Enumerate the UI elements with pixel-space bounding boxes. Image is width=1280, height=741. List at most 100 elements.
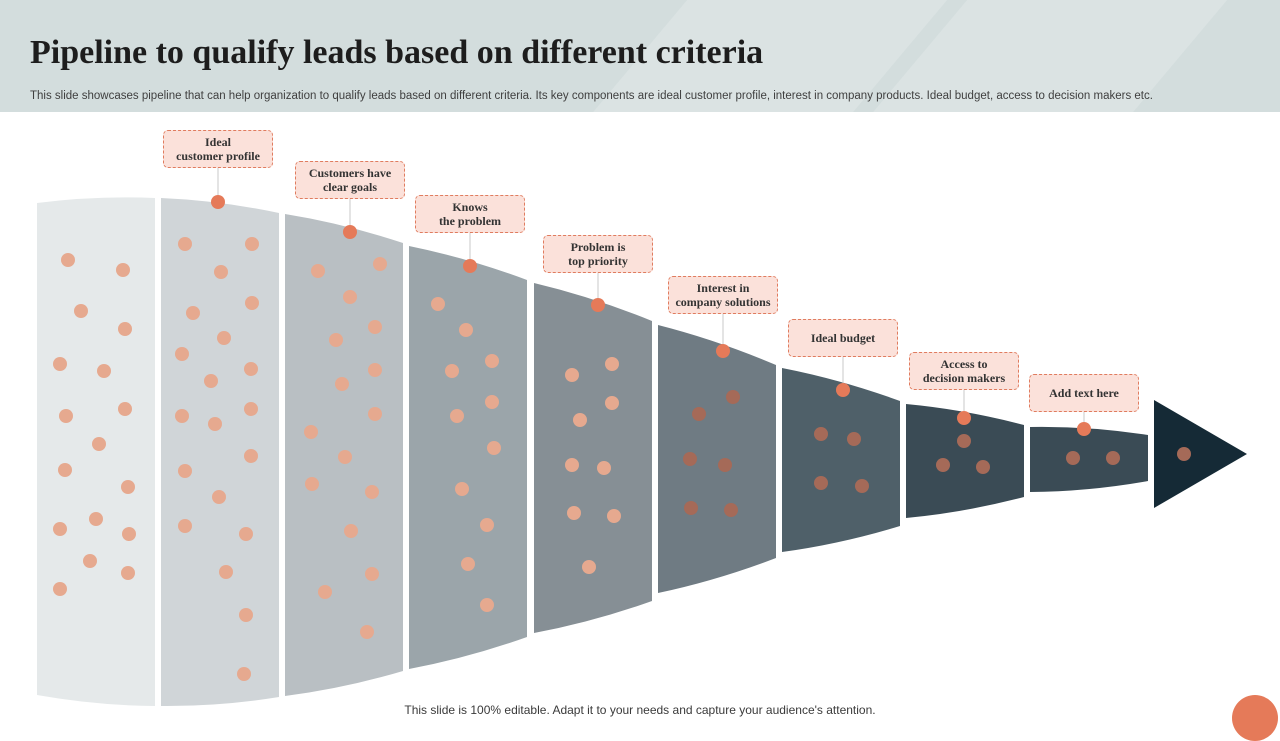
lead-dot (59, 409, 73, 423)
lead-dot (724, 503, 738, 517)
lead-dot (847, 432, 861, 446)
funnel-band-7 (782, 368, 900, 552)
lead-dot (582, 560, 596, 574)
stage-callout-1: Ideal customer profile (163, 130, 273, 168)
lead-dot (360, 625, 374, 639)
lead-dot (53, 522, 67, 536)
stage-marker (463, 259, 477, 273)
lead-dot (83, 554, 97, 568)
lead-dot (814, 427, 828, 441)
lead-dot (485, 354, 499, 368)
funnel-band-6 (658, 325, 776, 593)
lead-dot (217, 331, 231, 345)
lead-pipeline-funnel (37, 168, 1247, 707)
lead-dot (565, 458, 579, 472)
lead-dot (304, 425, 318, 439)
lead-dot (305, 477, 319, 491)
lead-dot (344, 524, 358, 538)
lead-dot (814, 476, 828, 490)
lead-dot (53, 582, 67, 596)
funnel-band-4 (409, 246, 527, 669)
lead-dot (244, 449, 258, 463)
lead-dot (684, 501, 698, 515)
lead-dot (373, 257, 387, 271)
lead-dot (244, 362, 258, 376)
lead-dot (365, 485, 379, 499)
lead-dot (239, 608, 253, 622)
funnel-band-5 (534, 283, 652, 633)
lead-dot (175, 409, 189, 423)
lead-dot (97, 364, 111, 378)
stage-marker (591, 298, 605, 312)
lead-dot (480, 598, 494, 612)
lead-dot (1177, 447, 1191, 461)
lead-dot (118, 402, 132, 416)
lead-dot (976, 460, 990, 474)
lead-dot (204, 374, 218, 388)
lead-dot (368, 320, 382, 334)
lead-dot (245, 296, 259, 310)
stage-marker (211, 195, 225, 209)
lead-dot (343, 290, 357, 304)
lead-dot (186, 306, 200, 320)
lead-dot (461, 557, 475, 571)
stage-callout-4: Problem is top priority (543, 235, 653, 273)
lead-dot (480, 518, 494, 532)
lead-dot (122, 527, 136, 541)
stage-marker (836, 383, 850, 397)
funnel-band-9 (1030, 426, 1148, 492)
lead-dot (1066, 451, 1080, 465)
lead-dot (607, 509, 621, 523)
lead-dot (61, 253, 75, 267)
lead-dot (89, 512, 103, 526)
lead-dot (605, 357, 619, 371)
lead-dot (58, 463, 72, 477)
page-title: Pipeline to qualify leads based on diffe… (30, 34, 764, 71)
stage-callout-5: Interest in company solutions (668, 276, 778, 314)
lead-dot (573, 413, 587, 427)
lead-dot (219, 565, 233, 579)
lead-dot (1106, 451, 1120, 465)
stage-callout-7: Access to decision makers (909, 352, 1019, 390)
lead-dot (329, 333, 343, 347)
lead-dot (718, 458, 732, 472)
lead-dot (311, 264, 325, 278)
lead-dot (692, 407, 706, 421)
lead-dot (318, 585, 332, 599)
lead-dot (178, 464, 192, 478)
lead-dot (244, 402, 258, 416)
stage-callout-8: Add text here (1029, 374, 1139, 412)
lead-dot (178, 519, 192, 533)
lead-dot (368, 407, 382, 421)
lead-dot (118, 322, 132, 336)
lead-dot (116, 263, 130, 277)
lead-dot (683, 452, 697, 466)
lead-dot (212, 490, 226, 504)
stage-marker (343, 225, 357, 239)
lead-dot (214, 265, 228, 279)
funnel-band-8 (906, 404, 1024, 518)
lead-dot (597, 461, 611, 475)
header-banner: Pipeline to qualify leads based on diffe… (0, 0, 1280, 112)
lead-dot (121, 480, 135, 494)
lead-dot (335, 377, 349, 391)
stage-callout-6: Ideal budget (788, 319, 898, 357)
lead-dot (431, 297, 445, 311)
lead-dot (208, 417, 222, 431)
lead-dot (175, 347, 189, 361)
lead-dot (237, 667, 251, 681)
lead-dot (121, 566, 135, 580)
lead-dot (459, 323, 473, 337)
lead-dot (565, 368, 579, 382)
lead-dot (855, 479, 869, 493)
lead-dot (338, 450, 352, 464)
lead-dot (957, 434, 971, 448)
lead-dot (368, 363, 382, 377)
lead-dot (445, 364, 459, 378)
footer-note: This slide is 100% editable. Adapt it to… (404, 703, 876, 717)
stage-marker (957, 411, 971, 425)
lead-dot (365, 567, 379, 581)
lead-dot (455, 482, 469, 496)
lead-dot (726, 390, 740, 404)
lead-dot (92, 437, 106, 451)
